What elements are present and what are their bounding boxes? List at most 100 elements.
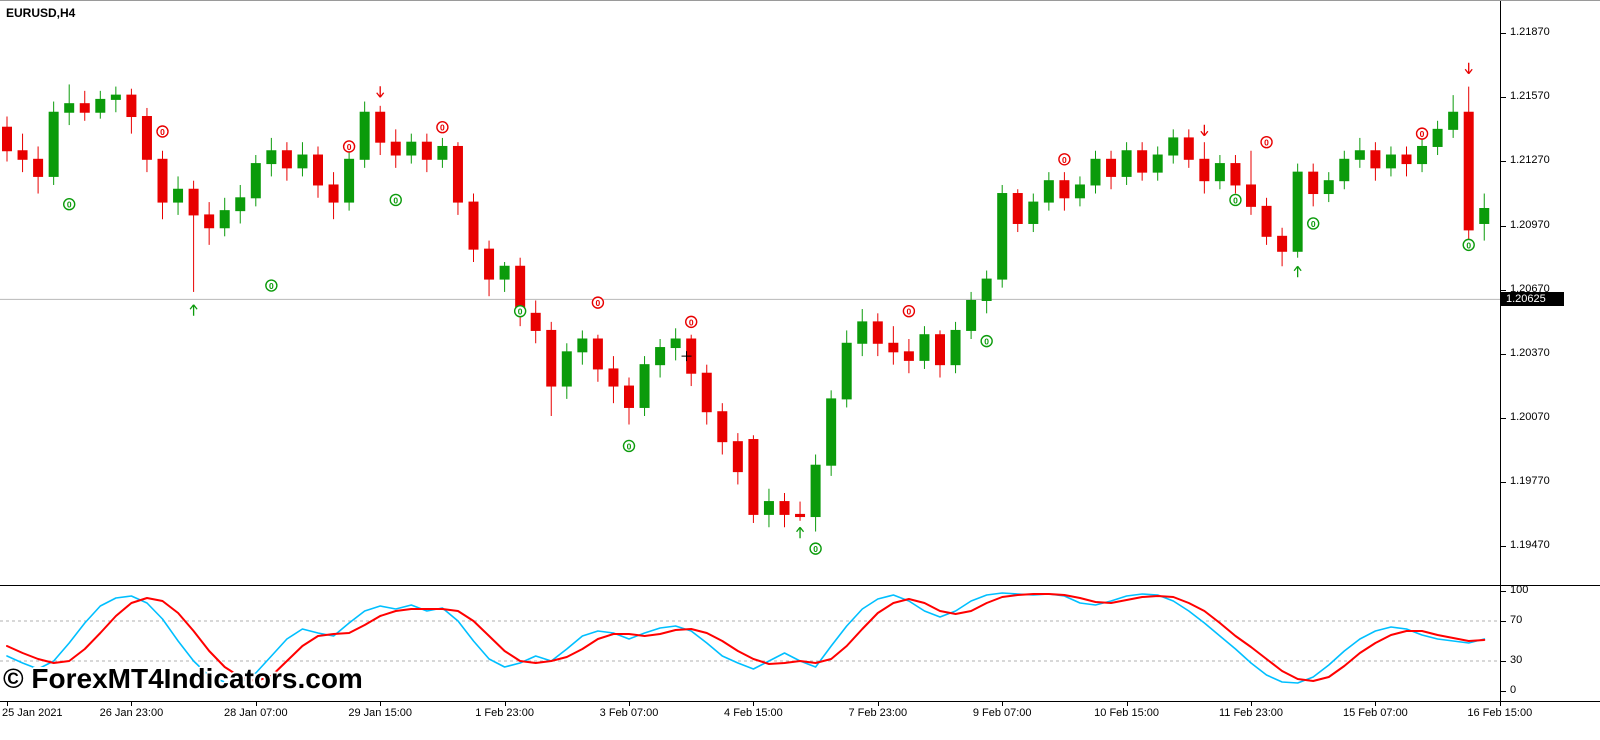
indicator-tick-label: 70 bbox=[1510, 614, 1523, 626]
time-axis-tick bbox=[753, 702, 755, 706]
time-axis-line bbox=[0, 701, 1600, 702]
time-tick-label: 28 Jan 07:00 bbox=[223, 707, 288, 719]
time-tick-label: 9 Feb 07:00 bbox=[972, 707, 1032, 719]
candle-up bbox=[499, 261, 510, 292]
price-axis[interactable]: 1.20625 1.21870 1.21570 1.21270 1.20970 1.20… bbox=[1500, 1, 1600, 585]
time-axis-tick bbox=[1499, 702, 1501, 706]
svg-text:0: 0 bbox=[907, 307, 912, 317]
buy-signal-dot: 0 bbox=[622, 439, 636, 453]
svg-text:0: 0 bbox=[689, 317, 694, 327]
time-axis[interactable]: 25 Jan 2021 26 Jan 23:00 28 Jan 07:00 29 Ja… bbox=[0, 702, 1600, 740]
sell-arrow bbox=[1464, 62, 1473, 75]
svg-text:0: 0 bbox=[67, 200, 72, 210]
candle-down bbox=[530, 300, 541, 344]
candle-down bbox=[421, 133, 432, 173]
candle-up bbox=[1043, 172, 1054, 211]
candle-down bbox=[1059, 172, 1070, 211]
price-chart-canvas[interactable]: 0 0 0 0 0 0 0 0 0 0 0 0 0 0 0 0 0 0 0 bbox=[0, 1, 1500, 585]
candle-up bbox=[64, 84, 75, 126]
candle-up bbox=[981, 270, 992, 314]
candle-up bbox=[1323, 172, 1334, 203]
window-separator[interactable] bbox=[0, 585, 1600, 586]
svg-text:0: 0 bbox=[1311, 219, 1316, 229]
candle-down bbox=[592, 334, 603, 382]
indicator-axis-tick bbox=[1500, 691, 1506, 692]
buy-arrow bbox=[189, 304, 198, 316]
candle-up bbox=[810, 454, 821, 532]
svg-text:0: 0 bbox=[269, 281, 274, 291]
candle-up bbox=[561, 343, 572, 399]
buy-signal-dot: 0 bbox=[62, 198, 76, 211]
candle-down bbox=[157, 150, 168, 220]
price-tick-label: 1.19470 bbox=[1510, 539, 1550, 552]
oscillator-canvas[interactable] bbox=[0, 586, 1500, 701]
indicator-axis[interactable]: 100 70 30 0 bbox=[1500, 584, 1600, 701]
time-tick-label: 26 Jan 23:00 bbox=[99, 707, 164, 719]
watermark: © ForexMT4Indicators.com bbox=[3, 663, 363, 694]
price-axis-tick bbox=[1500, 225, 1506, 227]
candle-down bbox=[452, 142, 463, 215]
candle-down bbox=[1012, 189, 1023, 233]
candle-up bbox=[250, 155, 261, 207]
candle-down bbox=[1137, 142, 1148, 181]
candle-down bbox=[717, 403, 728, 455]
svg-text:0: 0 bbox=[984, 337, 989, 347]
price-tick-label: 1.20970 bbox=[1510, 218, 1550, 231]
candle-down bbox=[903, 338, 914, 374]
buy-signal-dot: 0 bbox=[980, 334, 993, 348]
indicator-tick-label: 100 bbox=[1510, 584, 1529, 596]
candle-down bbox=[624, 377, 634, 425]
candle-up bbox=[406, 133, 417, 164]
indicator-tick-label: 0 bbox=[1510, 684, 1517, 696]
main-chart[interactable]: 0 0 0 0 0 0 0 0 0 0 0 0 0 0 0 0 0 0 0 EURUSD,H4 bbox=[0, 1, 1500, 585]
crosshair-marker bbox=[681, 351, 692, 362]
time-axis-tick bbox=[877, 702, 879, 706]
candle-down bbox=[204, 202, 215, 245]
candle-up bbox=[219, 197, 230, 237]
svg-text:0: 0 bbox=[160, 127, 165, 137]
candle-up bbox=[1090, 150, 1101, 194]
candle-down bbox=[686, 334, 697, 387]
time-tick-label: 4 Feb 15:00 bbox=[724, 707, 783, 719]
sell-signal-dot: 0 bbox=[342, 140, 356, 153]
candle-up bbox=[1448, 95, 1459, 138]
candle-up bbox=[1028, 193, 1039, 233]
price-axis-tick bbox=[1500, 289, 1506, 291]
candle-down bbox=[872, 313, 883, 357]
candle-down bbox=[888, 326, 899, 365]
buy-signal-dot: 0 bbox=[1229, 193, 1242, 207]
time-tick-label: 10 Feb 15:00 bbox=[1094, 707, 1160, 719]
candle-down bbox=[608, 356, 619, 404]
price-tick-label: 1.19770 bbox=[1510, 475, 1550, 488]
indicator-panel[interactable]: H4 DTOSC (13,5,5,5) 95.5641 70.0374 bbox=[0, 586, 1500, 701]
candle-up bbox=[950, 321, 961, 374]
candle-down bbox=[1401, 146, 1412, 177]
candle-up bbox=[359, 101, 370, 168]
time-tick-label: 29 Jan 15:00 bbox=[348, 707, 412, 719]
sell-signal-dot: 0 bbox=[685, 315, 698, 329]
candle-up bbox=[1152, 146, 1163, 181]
svg-text:0: 0 bbox=[1062, 155, 1067, 165]
sell-signal-dot: 0 bbox=[1415, 127, 1429, 140]
candle-down bbox=[795, 501, 806, 521]
candle-down bbox=[701, 364, 712, 425]
buy-signal-dot: 0 bbox=[513, 304, 527, 318]
time-axis-tick bbox=[1375, 702, 1377, 706]
time-axis-tick bbox=[380, 702, 382, 706]
candle-up bbox=[1292, 163, 1303, 258]
candle-up bbox=[826, 390, 837, 476]
candle-up bbox=[1385, 146, 1396, 177]
svg-text:0: 0 bbox=[440, 123, 445, 133]
svg-text:0: 0 bbox=[1264, 138, 1269, 148]
candle-up bbox=[655, 338, 666, 378]
candle-down bbox=[1183, 129, 1194, 168]
svg-text:0: 0 bbox=[813, 544, 818, 554]
svg-text:0: 0 bbox=[627, 441, 632, 451]
candle-down bbox=[1370, 142, 1381, 181]
time-axis-tick bbox=[131, 702, 133, 706]
candle-up bbox=[997, 184, 1008, 288]
candle-up bbox=[1339, 150, 1350, 190]
time-tick-label: 1 Feb 23:00 bbox=[475, 707, 534, 719]
candle-up bbox=[344, 150, 355, 211]
